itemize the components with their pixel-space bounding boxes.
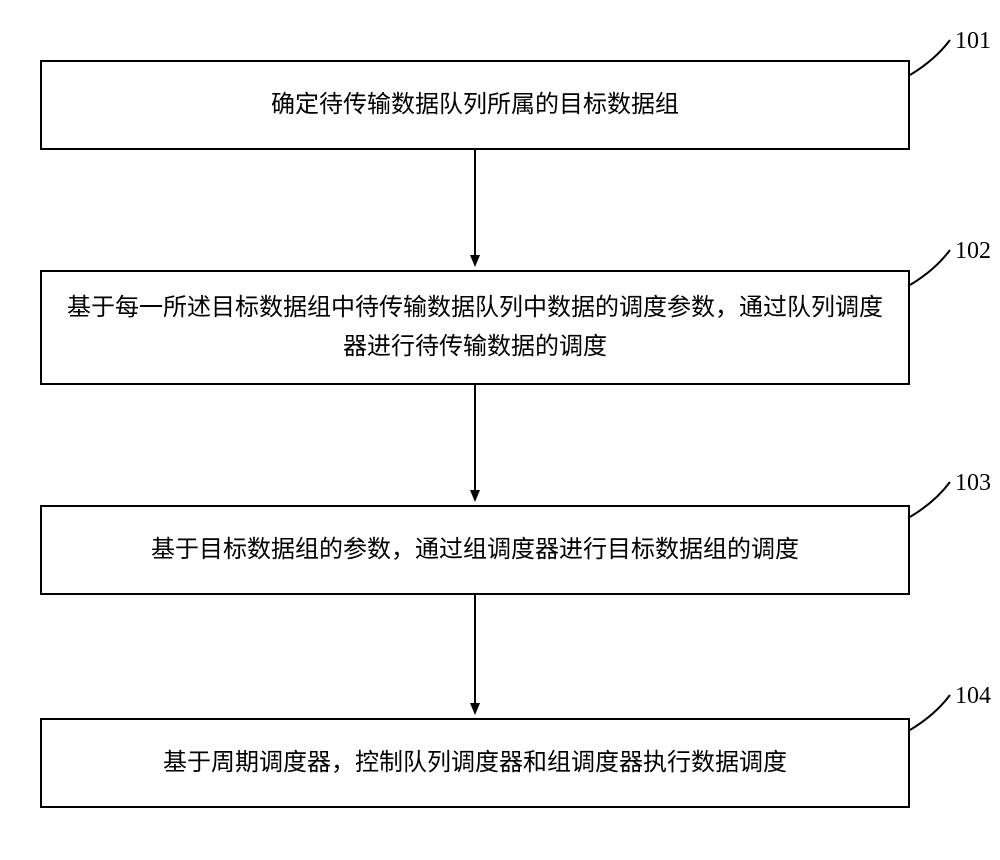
flow-node-104: 基于周期调度器，控制队列调度器和组调度器执行数据调度 <box>40 718 910 808</box>
flow-node-102: 基于每一所述目标数据组中待传输数据队列中数据的调度参数，通过队列调度器进行待传输… <box>40 270 910 385</box>
flowchart-canvas: 确定待传输数据队列所属的目标数据组 基于每一所述目标数据组中待传输数据队列中数据… <box>0 0 1000 860</box>
flow-node-103: 基于目标数据组的参数，通过组调度器进行目标数据组的调度 <box>40 505 910 595</box>
flow-node-text: 确定待传输数据队列所属的目标数据组 <box>271 86 679 124</box>
step-label-104: 104 <box>955 683 991 710</box>
label-curve-104 <box>910 695 950 730</box>
flow-node-text: 基于目标数据组的参数，通过组调度器进行目标数据组的调度 <box>151 531 799 569</box>
flow-node-text: 基于每一所述目标数据组中待传输数据队列中数据的调度参数，通过队列调度器进行待传输… <box>62 289 888 366</box>
label-curve-102 <box>910 250 950 285</box>
step-label-102: 102 <box>955 238 991 265</box>
step-label-103: 103 <box>955 470 991 497</box>
flow-node-101: 确定待传输数据队列所属的目标数据组 <box>40 60 910 150</box>
step-label-101: 101 <box>955 28 991 55</box>
label-curve-103 <box>910 482 950 517</box>
flow-node-text: 基于周期调度器，控制队列调度器和组调度器执行数据调度 <box>163 744 787 782</box>
label-curve-101 <box>910 40 950 75</box>
